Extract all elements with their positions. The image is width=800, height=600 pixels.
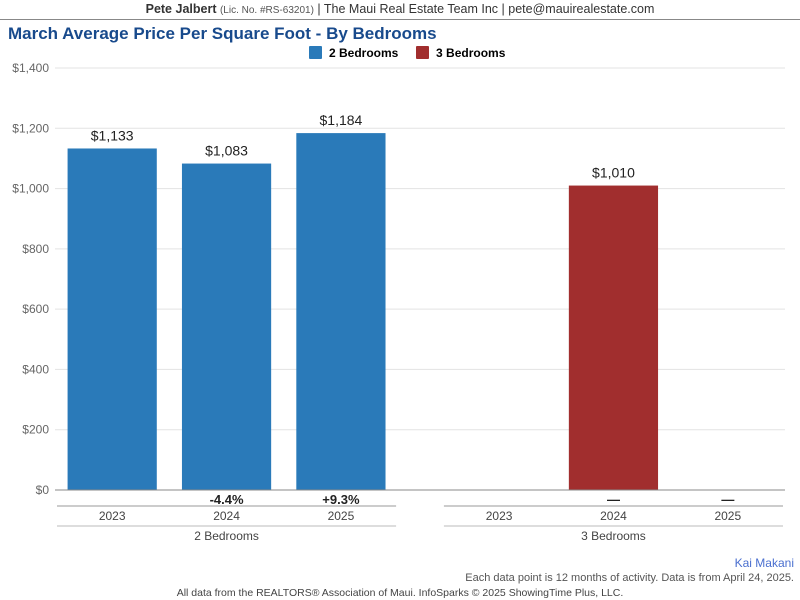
bar-category-label: 2024 [213,509,240,523]
legend-label-2br: 2 Bedrooms [329,46,398,60]
chart-legend: 2 Bedrooms 3 Bedrooms [0,46,800,62]
svg-text:$0: $0 [36,483,50,497]
svg-text:$1,000: $1,000 [12,182,49,196]
legend-swatch-3br [416,46,429,59]
chart-area: $0 $200 $400 $600 $800 $1,000 $1,200 $1,400 $1,1… [0,62,800,552]
svg-text:$1,200: $1,200 [12,121,49,135]
bar [182,164,271,490]
bar-delta-label: +9.3% [322,492,360,507]
footer-attribution: All data from the REALTORS® Association … [0,587,800,599]
bar-value-label: $1,083 [205,143,248,159]
svg-text:$1,400: $1,400 [12,62,49,75]
svg-text:$200: $200 [22,423,49,437]
bar [296,133,385,490]
bar-category-label: 2024 [600,509,627,523]
bar-delta-label: — [607,492,620,507]
legend-swatch-2br [309,46,322,59]
bar-delta-label: — [721,492,734,507]
group-label: 2 Bedrooms [194,529,259,543]
bar-value-label: $1,010 [592,165,635,181]
svg-text:$800: $800 [22,242,49,256]
brand-link[interactable]: Kai Makani [735,556,794,570]
bar [68,148,157,490]
bar-delta-label: -4.4% [210,492,244,507]
bar-category-label: 2023 [99,509,126,523]
agent-name: Pete Jalbert [146,2,217,16]
attribution-header: Pete Jalbert (Lic. No. #RS-63201) | The … [0,0,800,20]
bar-category-label: 2023 [486,509,513,523]
bar-category-label: 2025 [328,509,355,523]
bar-value-label: $1,133 [91,127,134,143]
legend-label-3br: 3 Bedrooms [436,46,505,60]
svg-text:$600: $600 [22,302,49,316]
bar-value-label: $1,184 [320,112,363,128]
svg-text:$400: $400 [22,362,49,376]
agent-license: (Lic. No. #RS-63201) [220,5,314,16]
agent-email: pete@mauirealestate.com [508,2,654,16]
bar-category-label: 2025 [714,509,741,523]
chart-title: March Average Price Per Square Foot - By… [0,20,800,46]
group-label: 3 Bedrooms [581,529,646,543]
bar [569,186,658,490]
chart-svg: $0 $200 $400 $600 $800 $1,000 $1,200 $1,400 $1,1… [0,62,800,552]
data-note: Each data point is 12 months of activity… [465,572,794,584]
company-name: The Maui Real Estate Team Inc [324,2,498,16]
